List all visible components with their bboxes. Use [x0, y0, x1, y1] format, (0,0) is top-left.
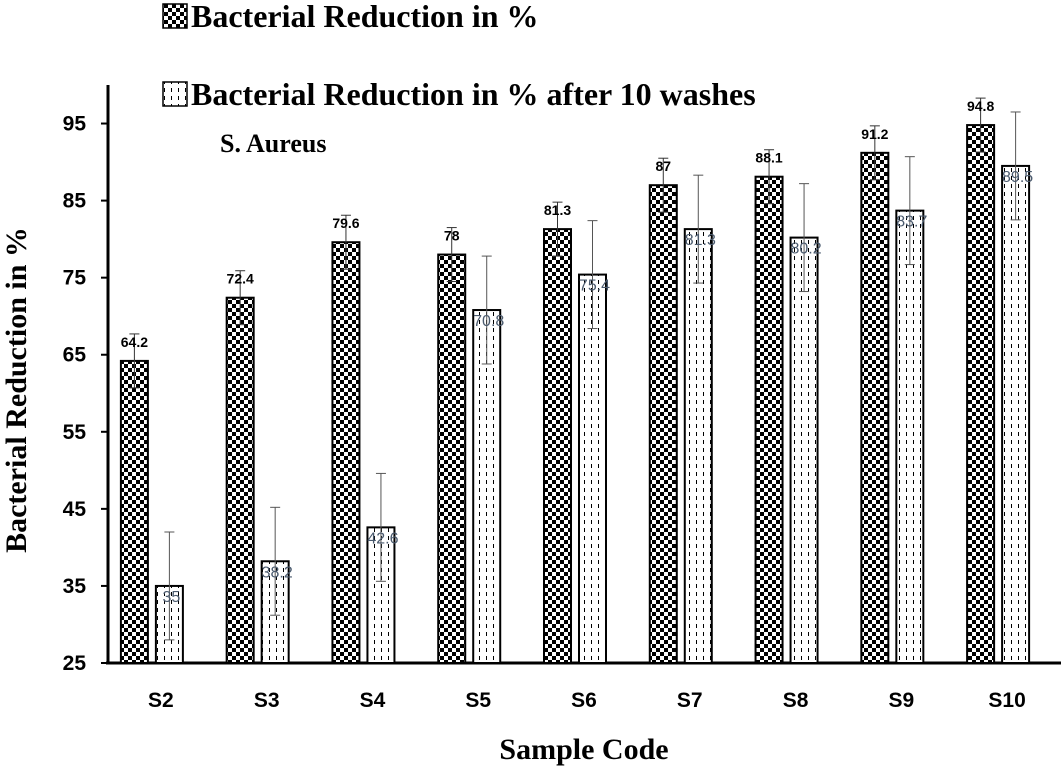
data-label-series-1: 72.4	[227, 271, 254, 287]
data-label-series-1: 91.2	[861, 126, 888, 142]
data-label-series-1: 64.2	[121, 334, 148, 350]
bar-series-1	[966, 124, 996, 665]
bar-series-1	[119, 359, 149, 664]
x-tick-label: S3	[254, 689, 280, 712]
x-tick-label: S8	[783, 689, 809, 712]
data-label-series-1: 81.3	[544, 202, 571, 218]
bar-series-2	[472, 309, 502, 664]
bar-series-1	[648, 184, 678, 664]
y-tick-label: 35	[63, 575, 87, 598]
bar-series-1	[225, 296, 255, 664]
data-label-series-1: 87	[655, 158, 671, 174]
bar-series-1	[437, 253, 467, 664]
x-tick-label: S2	[148, 689, 174, 712]
y-tick-label: 95	[63, 113, 87, 136]
bar-series-1	[860, 151, 890, 664]
bar-series-1	[331, 241, 361, 664]
error-bars	[129, 97, 1021, 641]
bars	[119, 124, 1031, 665]
y-tick-label: 55	[63, 421, 87, 444]
data-label-series-2: 38.2	[262, 564, 293, 581]
legend: Bacterial Reduction in % Bacterial Reduc…	[162, 0, 756, 112]
legend-label-series-2: Bacterial Reduction in % after 10 washes	[191, 76, 756, 112]
data-label-series-2: 83.7	[896, 214, 927, 231]
bar-series-1	[543, 228, 572, 665]
bar-series-2	[789, 236, 819, 664]
data-label-series-1: 88.1	[755, 150, 782, 166]
data-label-series-1: 78	[444, 228, 460, 244]
bar-series-2	[1001, 164, 1031, 664]
data-label-series-2: 70.8	[473, 313, 504, 330]
x-tick-label: S5	[465, 689, 491, 712]
data-labels: 64.2 35 72.4 38.2 79.6 42.6 78 70.8 81.3 75.4 87 81…	[121, 98, 1034, 606]
data-label-series-1: 94.8	[967, 98, 994, 114]
legend-label-series-1: Bacterial Reduction in %	[191, 0, 539, 34]
y-axis-ticks: 25 35 45 55 65 75 85 95	[63, 113, 108, 675]
y-tick-label: 25	[63, 652, 87, 675]
data-label-series-2: 42.6	[367, 530, 398, 547]
x-tick-label: S10	[988, 689, 1025, 712]
bar-series-2	[578, 273, 607, 664]
x-tick-label: S7	[677, 689, 703, 712]
y-tick-label: 45	[63, 498, 87, 521]
legend-swatch-series-2	[162, 81, 188, 107]
data-label-series-2: 35	[162, 589, 180, 606]
y-axis-title: Bacterial Reduction in %	[0, 227, 33, 553]
bar-series-1	[754, 175, 784, 665]
bar-series-2	[683, 228, 713, 665]
bar-series-2	[366, 526, 396, 664]
bar-series-2	[895, 209, 925, 665]
x-tick-label: S6	[571, 689, 597, 712]
data-label-series-1: 79.6	[332, 215, 359, 231]
legend-item-series-1: Bacterial Reduction in %	[162, 0, 539, 34]
x-axis-ticks: S2 S3 S4 S5 S6 S7 S8 S9 S10	[148, 689, 1026, 712]
x-axis-title: Sample Code	[499, 733, 668, 766]
data-label-series-2: 80.2	[790, 241, 821, 258]
y-tick-label: 85	[63, 190, 87, 213]
data-label-series-2: 89.5	[1002, 169, 1033, 186]
x-tick-label: S4	[360, 689, 386, 712]
legend-item-series-2: Bacterial Reduction in % after 10 washes	[162, 76, 756, 112]
x-tick-label: S9	[888, 689, 914, 712]
data-label-series-2: 75.4	[579, 278, 610, 295]
legend-swatch-series-1	[162, 3, 188, 29]
annotation-organism: S. Aureus	[220, 129, 326, 158]
data-label-series-2: 81.3	[685, 232, 716, 249]
y-tick-label: 65	[63, 344, 87, 367]
y-tick-label: 75	[63, 267, 87, 290]
